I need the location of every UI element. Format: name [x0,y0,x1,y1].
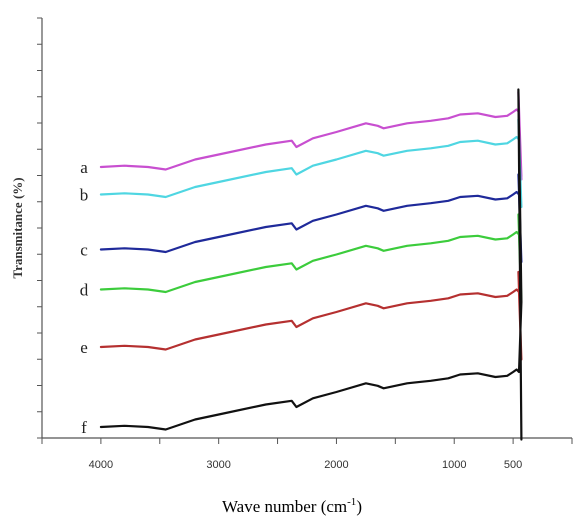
series-line-f [99,88,523,441]
x-tick-label: 3000 [206,459,230,471]
x-axis-title: Wave number (cm-1) [222,496,362,516]
series-line-c [99,173,523,264]
x-axis-title-close: ) [356,497,362,516]
series-label-c: c [80,241,88,260]
series-line-a [99,90,523,181]
series-label-a: a [80,158,88,177]
x-tick-label: 2000 [324,459,348,471]
series-label-d: d [80,281,89,300]
x-axis-title-superscript: -1 [347,496,356,508]
series-line-b [99,118,523,209]
series-line-d [99,213,523,304]
x-tick-label: 4000 [89,459,113,471]
series-label-f: f [81,418,87,437]
series-labels: ab c d e f [80,158,89,437]
series-line-e [99,270,523,361]
series-label-e: e [80,338,88,357]
x-tick-label: 500 [504,459,522,471]
axes: 4000 3000 2000 1000 500 [37,17,573,471]
series-layer [99,88,523,441]
series-label-b: b [80,186,89,205]
y-axis-title: Transmitance (%) [10,177,25,278]
x-tick-label: 1000 [442,459,466,471]
x-axis-title-main: Wave number (cm [222,497,347,516]
